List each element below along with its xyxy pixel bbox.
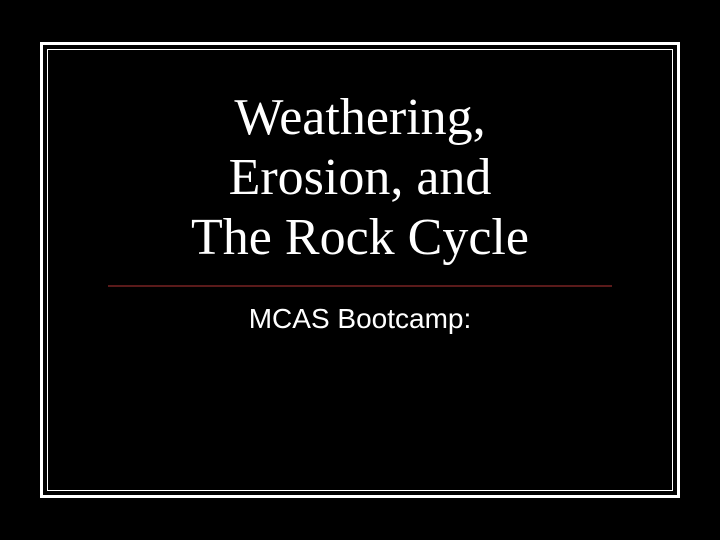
slide-title: Weathering, Erosion, and The Rock Cycle <box>88 88 632 267</box>
slide-subtitle: MCAS Bootcamp: <box>88 303 632 335</box>
title-line-2: Erosion, and <box>229 149 492 206</box>
title-line-1: Weathering, <box>234 89 485 146</box>
title-line-3: The Rock Cycle <box>191 209 529 266</box>
slide-inner-border: Weathering, Erosion, and The Rock Cycle … <box>47 49 673 491</box>
title-divider <box>108 285 612 287</box>
slide-outer-border: Weathering, Erosion, and The Rock Cycle … <box>40 42 680 498</box>
